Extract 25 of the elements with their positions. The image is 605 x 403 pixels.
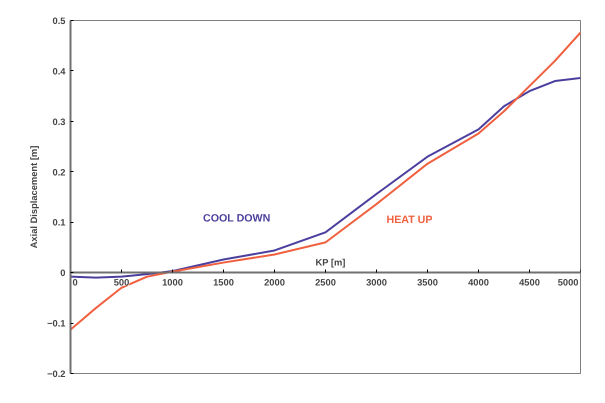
y-tick-label: 0.3 bbox=[52, 116, 66, 127]
x-tick-label: 2000 bbox=[264, 278, 285, 288]
y-tick-label: −0.2 bbox=[47, 369, 66, 379]
y-tick-label: 0.5 bbox=[52, 16, 66, 26]
x-tick-label: 1000 bbox=[162, 278, 183, 288]
series-label: HEAT UP bbox=[386, 214, 432, 226]
x-tick-label: 4500 bbox=[519, 278, 540, 288]
line-series bbox=[70, 32, 580, 331]
y-tick-label: −0.1 bbox=[47, 318, 66, 329]
text: COOL DOWN bbox=[203, 212, 270, 224]
x-tick-label: 3500 bbox=[417, 278, 438, 288]
x-tick-label: 5000 bbox=[558, 278, 579, 288]
x-axis-title: KP [m] bbox=[316, 258, 346, 268]
y-axis-title: Axial Displacement [m] bbox=[29, 146, 40, 248]
x-tick-label: 4000 bbox=[468, 278, 489, 288]
y-tick-label: 0.4 bbox=[52, 66, 66, 76]
y-tick-label: 0 bbox=[60, 268, 66, 278]
x-tick-label: 3000 bbox=[366, 278, 387, 288]
line-series bbox=[70, 76, 580, 279]
x-tick-label: 1500 bbox=[213, 278, 234, 288]
y-tick-label: 0.2 bbox=[52, 167, 66, 178]
x-tick-label: 2500 bbox=[315, 278, 336, 288]
x-tick-label: 0 bbox=[72, 278, 78, 288]
x-tick-label: 500 bbox=[114, 278, 130, 288]
y-tick-label: 0.1 bbox=[52, 218, 66, 228]
